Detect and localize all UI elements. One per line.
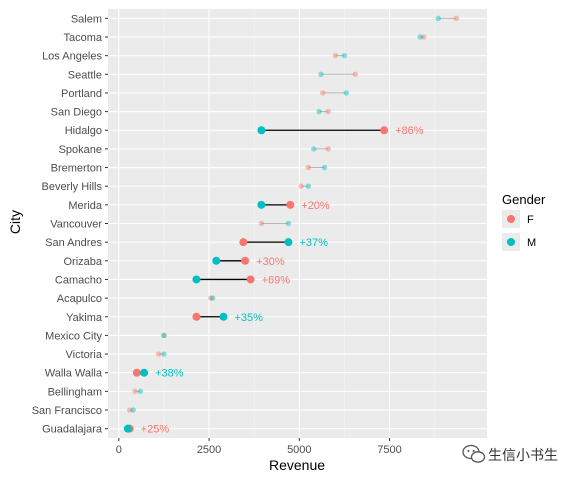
point-f [325,146,331,152]
point-m [161,332,167,339]
point-f [380,126,389,135]
y-tick-label: Seattle [68,69,102,81]
point-f [132,368,141,377]
point-m [140,368,149,377]
point-f [298,183,304,189]
legend: Gender FM [502,192,546,251]
x-tick-label: 7500 [377,444,401,456]
legend-label-m: M [527,237,536,249]
percent-label: +35% [235,312,264,324]
point-f [332,52,339,59]
y-tick-label: Yakima [66,312,103,324]
percent-label: +38% [155,368,184,380]
y-tick-label: Salem [71,13,102,25]
x-tick-label: 2500 [197,444,221,456]
y-tick-label: Spokane [59,144,102,156]
point-m [130,407,136,413]
point-m [192,275,201,284]
wechat-icon [462,444,486,463]
x-axis-ticks: 0 2500 5000 7500 [116,438,402,456]
point-m [321,164,328,171]
point-m [212,256,221,265]
point-f [320,90,326,96]
percent-label: +20% [301,200,330,212]
point-m [219,312,228,321]
y-tick-label: Portland [61,88,102,100]
y-tick-label: Hidalgo [65,125,102,137]
percent-label: +25% [141,424,170,436]
percent-label: +37% [299,237,328,249]
point-f [241,256,250,265]
point-m [123,424,132,433]
y-tick-label: Bellingham [48,386,102,398]
point-m [257,126,266,135]
legend-key-f [507,215,515,223]
point-f [161,332,167,339]
x-tick-label: 5000 [287,444,311,456]
percent-label: +69% [262,274,291,286]
percent-label: +86% [395,125,424,137]
legend-title: Gender [502,192,546,207]
point-m [305,183,312,189]
x-tick-label: 0 [116,444,122,456]
point-m [341,52,348,59]
point-m [161,351,167,357]
y-tick-label: Acapulco [57,293,102,305]
point-f [453,15,460,22]
point-f [258,220,265,227]
point-f [246,275,255,284]
point-f [126,407,133,413]
point-m [316,108,322,115]
watermark: 生信小书生 [462,444,558,464]
y-tick-label: Orizaba [63,256,102,268]
legend-items: FM [502,210,536,251]
y-tick-label: Vancouver [50,219,102,231]
series-points [123,15,460,433]
point-f [239,238,248,247]
point-f [208,295,214,301]
percent-labels: +86% +20% +37% +30% +69% +35% +38% +25% [141,125,424,435]
point-f [352,71,358,77]
point-m [311,146,317,152]
point-m [209,295,216,301]
point-m [285,220,292,227]
point-m [435,15,441,22]
y-tick-label: San Francisco [32,405,102,417]
y-axis-ticks: Salem Tacoma Los Angeles Seattle Portland San… [32,13,108,436]
point-f [325,108,331,115]
point-f [421,34,427,40]
point-m [137,388,144,395]
point-f [155,351,162,357]
plot-panel [108,9,487,438]
y-tick-label: San Diego [51,107,102,119]
point-m [417,34,423,40]
y-tick-label: Merida [68,200,103,212]
point-f [305,164,312,171]
y-tick-label: Guadalajara [42,424,103,436]
x-axis-title: Revenue [269,457,325,473]
point-f [286,200,295,209]
y-tick-label: Los Angeles [42,51,102,63]
point-m [318,71,324,77]
y-tick-label: Victoria [66,349,103,361]
y-tick-label: San Andres [45,237,102,249]
legend-label-f: F [527,214,534,226]
y-tick-label: Camacho [55,274,102,286]
point-m [343,90,349,96]
point-f [192,312,201,321]
y-tick-label: Bremerton [51,163,102,175]
percent-label: +30% [256,256,285,268]
y-tick-label: Beverly Hills [41,181,102,193]
legend-key-m [507,238,515,246]
point-m [257,200,266,209]
series-segments [127,17,457,430]
y-tick-label: Mexico City [45,330,102,342]
y-tick-label: Walla Walla [45,368,103,380]
watermark-text: 生信小书生 [488,448,558,464]
y-tick-label: Tacoma [63,32,102,44]
point-f [132,388,138,395]
y-axis-title: City [7,210,23,234]
point-m [284,238,293,247]
